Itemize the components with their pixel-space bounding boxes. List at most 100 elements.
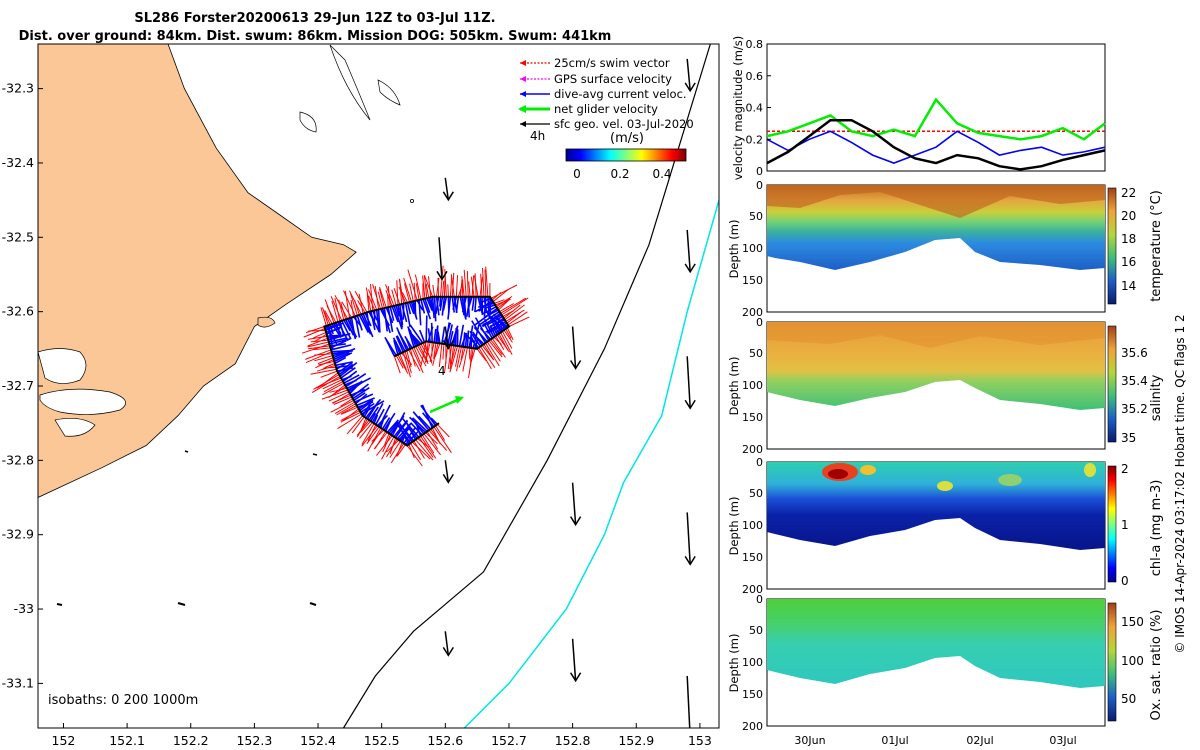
salinity-colorbar-ticks: 35.6 35.4 35.2 35: [1121, 346, 1148, 445]
salinity-high-band: [767, 322, 1105, 348]
current-vector: [346, 318, 358, 338]
swim-vector: [409, 283, 414, 302]
geo-velocity-arrowhead: [569, 516, 582, 527]
current-vector: [343, 319, 351, 332]
salinity-y-ticks: 0 50 100 150 200: [742, 316, 763, 456]
chla-surface-bloom: [822, 463, 1096, 491]
swim-vector: [359, 421, 373, 439]
swim-vector: [491, 338, 506, 358]
velocity-panel: 0 0.2 0.4 0.6 0.8 velocity magnitude (m/s): [731, 36, 1106, 180]
current-vector: [489, 317, 505, 328]
current-vector: [359, 400, 373, 412]
temperature-colorbar-ticks: 22 20 18 16 14: [1121, 186, 1136, 293]
map-xtick-label: 152.5: [364, 733, 400, 748]
velocity-series-line: [766, 130, 1106, 164]
current-vector: [381, 417, 391, 430]
swim-vector: [314, 353, 333, 356]
swim-vector: [423, 275, 428, 299]
chla-ytick-200: 200: [742, 583, 763, 596]
chla-ylabel: Depth (m): [727, 497, 741, 556]
current-vector: [482, 312, 501, 328]
swim-vector: [429, 342, 435, 363]
map-xtick-label: 152.8: [555, 733, 591, 748]
salinity-ytick-0: 0: [756, 316, 763, 329]
chla-y-ticks: 0 50 100 150 200: [742, 456, 763, 596]
geo-velocity-arrow: [444, 177, 450, 200]
current-vector: [343, 374, 360, 384]
swim-vector: [336, 403, 356, 416]
swim-vector: [387, 294, 389, 308]
swim-vector: [365, 287, 372, 312]
current-vector: [373, 414, 379, 424]
geo-velocity-arrowhead: [684, 399, 696, 410]
legend-current-velocity: dive-avg current veloc.: [554, 87, 687, 101]
swim-vector: [322, 379, 343, 390]
velocity-ytick-label: 0.2: [746, 133, 764, 146]
current-vector: [410, 301, 418, 320]
swim-vectors: [301, 265, 530, 467]
swim-vector: [379, 286, 387, 308]
legend-net-glider-velocity: net glider velocity: [554, 102, 658, 116]
chla-section: [767, 462, 1105, 550]
swim-vector: [307, 337, 328, 347]
salinity-ylabel: Depth (m): [727, 357, 741, 416]
current-vector: [356, 315, 363, 331]
swim-vector: [463, 269, 467, 297]
swim-vector: [402, 351, 411, 378]
current-vector: [479, 311, 500, 325]
oxygen-section: [767, 599, 1105, 688]
swim-vector: [482, 267, 485, 297]
swim-vector: [318, 360, 335, 366]
swim-vector: [331, 300, 339, 323]
swim-vector: [420, 435, 437, 459]
swim-vector: [329, 387, 348, 393]
current-vector: [328, 332, 351, 341]
map-ytick-label: -32.9: [2, 527, 34, 542]
swim-vector: [414, 274, 422, 300]
legend-sfc-geo-velocity: sfc geo. vel. 03-Jul-2020: [554, 117, 694, 131]
swim-vector: [413, 282, 416, 301]
swim-vector: [425, 283, 430, 298]
current-vector: [330, 339, 347, 349]
swim-vector: [471, 275, 475, 297]
swim-vector: [395, 355, 404, 369]
current-vector: [336, 362, 347, 370]
swim-vector: [416, 345, 429, 365]
current-vector: [387, 306, 394, 333]
swim-vector: [501, 297, 529, 316]
swim-vector: [333, 396, 352, 405]
current-vector: [408, 301, 415, 315]
current-vector: [472, 333, 485, 345]
salinity-colorbar-label: salinity: [1149, 374, 1164, 421]
swim-vector: [476, 348, 487, 361]
swim-vector: [340, 410, 360, 422]
swim-vector: [457, 285, 463, 297]
current-vector: [451, 296, 455, 313]
temperature-warm-band: [767, 185, 1105, 218]
coastline-land: [38, 44, 357, 728]
temperature-ctick-20: 20: [1121, 209, 1136, 223]
oxygen-colorbar: [1107, 602, 1117, 722]
swim-vector: [479, 276, 483, 297]
current-vector: [349, 380, 363, 394]
swim-vector: [307, 341, 329, 348]
swim-vector: [455, 346, 460, 367]
geo-velocity-arrow: [686, 512, 691, 565]
current-vector: [352, 387, 370, 400]
swim-vector: [499, 303, 515, 313]
current-vector: [334, 352, 353, 363]
current-vector: [453, 296, 458, 313]
time-axis: 30Jun 01Jul 02Jul 03Jul: [794, 734, 1076, 747]
swim-vector: [444, 344, 449, 374]
current-vector: [436, 326, 439, 344]
current-vector: [400, 303, 408, 323]
swim-vector: [322, 309, 329, 326]
current-vector: [412, 411, 430, 431]
map-ytick-label: -32.4: [2, 155, 34, 170]
colorbar-unit-label: (m/s): [610, 131, 644, 146]
swim-vector: [324, 362, 336, 368]
current-vector: [391, 412, 406, 436]
swim-vector: [449, 345, 457, 370]
velocity-ytick-label: 0.8: [746, 38, 764, 51]
chla-ctick-1: 1: [1121, 518, 1129, 532]
